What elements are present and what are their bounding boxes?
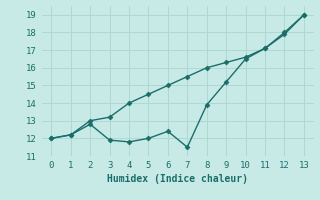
X-axis label: Humidex (Indice chaleur): Humidex (Indice chaleur): [107, 174, 248, 184]
